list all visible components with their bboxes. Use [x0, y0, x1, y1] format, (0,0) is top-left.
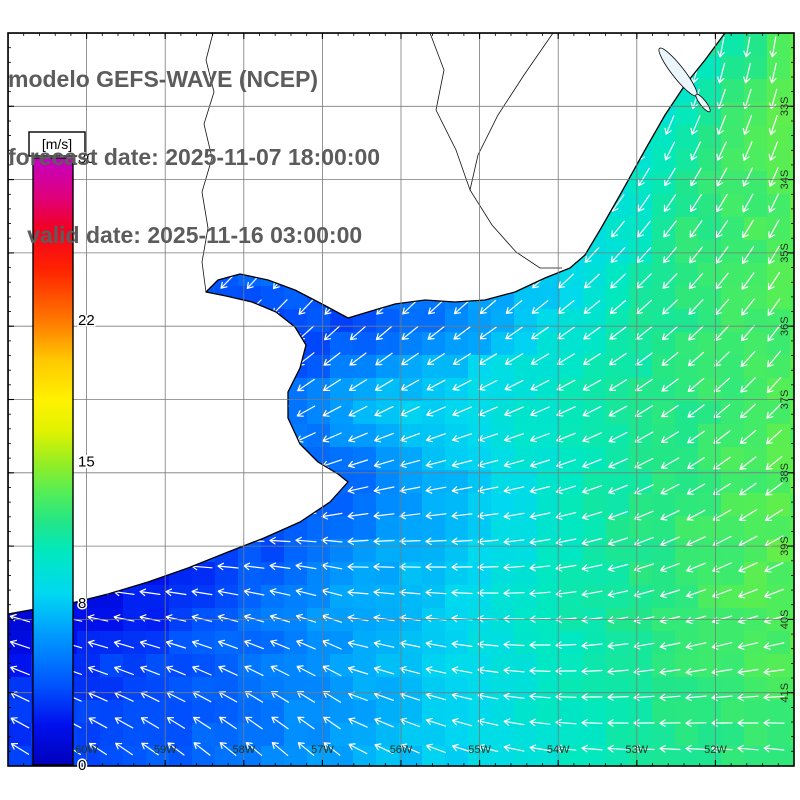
forecast-date: forecast date: 2025-11-07 18:00:00 — [8, 144, 381, 170]
map-title-block: modelo GEFS-WAVE (NCEP) forecast date: 2… — [8, 14, 380, 300]
land — [8, 33, 726, 615]
grid-lines — [8, 33, 794, 766]
lon-labels: 60W 59W 58W 57W 56W 55W 54W 53W 52W — [75, 744, 727, 756]
lat-label: 36S — [779, 316, 791, 336]
colorbar-gradient — [32, 157, 74, 766]
colorbar-tick: 0 — [78, 757, 86, 774]
lat-label: 38S — [779, 463, 791, 483]
lat-label: 34S — [779, 170, 791, 190]
lon-label: 60W — [75, 744, 98, 756]
model-name: modelo GEFS-WAVE (NCEP) — [8, 66, 319, 92]
lat-label: 35S — [779, 243, 791, 263]
lon-label: 54W — [547, 744, 570, 756]
lagoon-small — [695, 93, 711, 113]
valid-date: valid date: 2025-11-16 03:00:00 — [8, 222, 363, 248]
lon-label: 53W — [625, 744, 648, 756]
lat-label: 33S — [779, 97, 791, 117]
lat-label: 37S — [779, 390, 791, 410]
colorbar-unit: [m/s] — [42, 136, 72, 152]
lon-label: 58W — [232, 744, 255, 756]
map-border — [7, 32, 795, 767]
lon-label: 55W — [468, 744, 491, 756]
colorbar-tick: 22 — [78, 312, 95, 329]
lat-label: 40S — [779, 610, 791, 630]
colorbar-tick: 8 — [78, 595, 86, 612]
lat-label: 41S — [779, 683, 791, 703]
lat-label: 39S — [779, 536, 791, 556]
colorbar-tick: 15 — [78, 454, 95, 471]
colorbar-unit-box — [28, 131, 86, 157]
colorbar: [m/s] 30 22 15 8 0 — [28, 131, 96, 776]
lat-labels: 33S 34S 35S 36S 37S 38S 39S 40S 41S — [779, 97, 791, 703]
inland-border — [201, 33, 215, 293]
lon-label: 57W — [311, 744, 334, 756]
colorbar-tick: 30 — [78, 150, 95, 167]
inland-border — [469, 33, 554, 191]
lon-label: 59W — [154, 744, 177, 756]
lon-label: 56W — [390, 744, 413, 756]
lon-label: 52W — [704, 744, 727, 756]
